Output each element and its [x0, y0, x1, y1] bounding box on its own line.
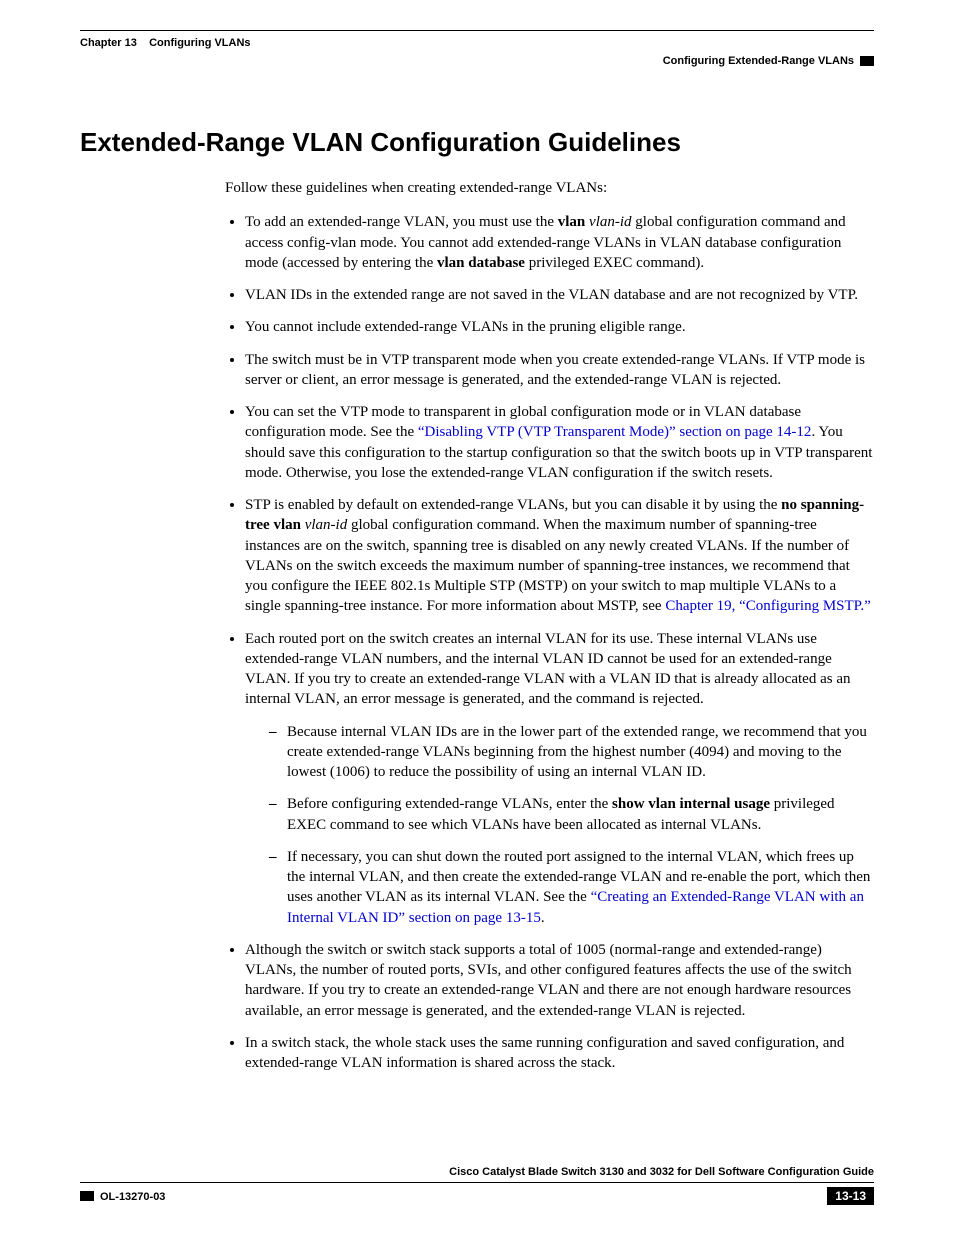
- cmd: vlan database: [437, 255, 525, 271]
- doc-id: OL-13270-03: [100, 1191, 165, 1203]
- text: Each routed port on the switch creates a…: [245, 631, 850, 708]
- list-item: You can set the VTP mode to transparent …: [245, 402, 874, 483]
- footer: Cisco Catalyst Blade Switch 3130 and 303…: [80, 1166, 874, 1205]
- text: .: [541, 910, 545, 926]
- list-item: You cannot include extended-range VLANs …: [245, 317, 874, 337]
- list-item: STP is enabled by default on extended-ra…: [245, 495, 874, 617]
- chapter-title: Configuring VLANs: [149, 37, 250, 49]
- section-marker-icon: [860, 56, 874, 66]
- cross-ref-link[interactable]: Chapter 19, “Configuring MSTP.”: [665, 598, 870, 614]
- arg: vlan-id: [589, 214, 632, 230]
- footer-guide-title: Cisco Catalyst Blade Switch 3130 and 303…: [80, 1166, 874, 1183]
- list-item: Although the switch or switch stack supp…: [245, 940, 874, 1021]
- text: To add an extended-range VLAN, you must …: [245, 214, 558, 230]
- text: STP is enabled by default on extended-ra…: [245, 497, 781, 513]
- cross-ref-link[interactable]: “Disabling VTP (VTP Transparent Mode)” s…: [418, 424, 812, 440]
- chapter-label: Chapter 13 Configuring VLANs: [80, 37, 251, 49]
- page-number: 13-13: [827, 1187, 874, 1205]
- footer-marker-icon: [80, 1191, 94, 1201]
- intro-text: Follow these guidelines when creating ex…: [225, 178, 874, 198]
- footer-row: OL-13270-03 13-13: [80, 1187, 874, 1205]
- sub-item: Before configuring extended-range VLANs,…: [269, 794, 874, 835]
- header-row: Chapter 13 Configuring VLANs: [80, 37, 874, 49]
- header-rule: [80, 30, 874, 31]
- list-item: To add an extended-range VLAN, you must …: [245, 212, 874, 273]
- chapter-prefix: Chapter 13: [80, 37, 137, 49]
- sub-item: Because internal VLAN IDs are in the low…: [269, 722, 874, 783]
- cmd: vlan: [558, 214, 586, 230]
- text: privileged EXEC command).: [525, 255, 704, 271]
- list-item: VLAN IDs in the extended range are not s…: [245, 285, 874, 305]
- arg: vlan-id: [305, 517, 348, 533]
- section-row: Configuring Extended-Range VLANs: [80, 55, 874, 67]
- list-item: In a switch stack, the whole stack uses …: [245, 1033, 874, 1074]
- cmd: show vlan internal usage: [612, 796, 770, 812]
- sub-list: Because internal VLAN IDs are in the low…: [245, 722, 874, 928]
- guideline-list: To add an extended-range VLAN, you must …: [225, 212, 874, 1073]
- list-item: The switch must be in VTP transparent mo…: [245, 350, 874, 391]
- page-heading: Extended-Range VLAN Configuration Guidel…: [80, 127, 874, 158]
- footer-left: OL-13270-03: [80, 1187, 165, 1205]
- page: Chapter 13 Configuring VLANs Configuring…: [0, 0, 954, 1235]
- text: Before configuring extended-range VLANs,…: [287, 796, 612, 812]
- sub-item: If necessary, you can shut down the rout…: [269, 847, 874, 928]
- section-title: Configuring Extended-Range VLANs: [663, 55, 854, 67]
- list-item: Each routed port on the switch creates a…: [245, 629, 874, 928]
